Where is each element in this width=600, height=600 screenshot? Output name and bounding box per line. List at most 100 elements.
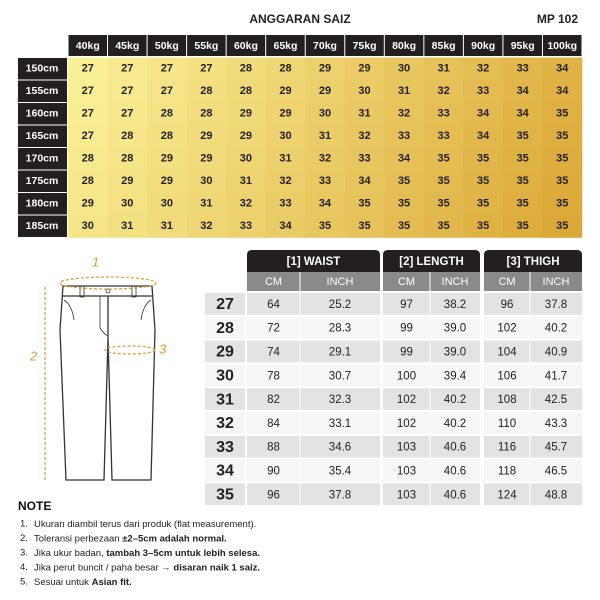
height-header: 175cm <box>26 175 59 187</box>
measure-cell <box>300 316 380 339</box>
size-value: 35 <box>398 175 410 187</box>
size-cell <box>463 147 504 171</box>
size-cell <box>344 57 385 81</box>
measure-value: 104 <box>497 347 517 359</box>
size-cell <box>147 147 187 171</box>
measure-cell <box>247 459 300 482</box>
size-cell <box>502 125 543 148</box>
size-cell <box>147 215 187 238</box>
size-value: 28 <box>240 63 252 75</box>
size-value: 29 <box>161 153 173 165</box>
size-cell <box>305 192 346 216</box>
size-value: 29 <box>200 153 212 165</box>
size-value: 32 <box>200 220 212 232</box>
size-cell <box>463 125 504 148</box>
measure-cell <box>430 459 480 482</box>
weight-header-cell <box>108 35 147 56</box>
measure-value: 102 <box>397 418 416 430</box>
size-value: 30 <box>82 220 94 232</box>
size-value: 34 <box>517 85 530 97</box>
measure-value: 102 <box>397 394 416 406</box>
size-cell <box>423 57 464 81</box>
size-cell <box>305 215 346 238</box>
size-value: 28 <box>279 63 291 75</box>
size-value: 32 <box>437 85 449 97</box>
measure-value: 33.1 <box>329 418 351 430</box>
measure-value: 82 <box>267 394 280 406</box>
size-cell <box>344 80 385 103</box>
size-cell <box>226 80 266 103</box>
size-cell <box>226 147 266 171</box>
size-value: 31 <box>319 130 331 142</box>
size-value: 35 <box>398 198 410 210</box>
product-code: MP 102 <box>537 12 578 26</box>
measure-value: 64 <box>267 299 280 311</box>
measure-value: 103 <box>397 442 416 454</box>
weight-header: 55kg <box>194 40 218 52</box>
note-part: Toleransi perbezaan <box>34 533 122 544</box>
measure-value: 41.7 <box>545 370 567 382</box>
measure-cell <box>300 412 380 434</box>
size-cell <box>542 102 583 126</box>
size-cell <box>384 80 425 103</box>
measure-value: 99 <box>400 347 413 359</box>
size-label-cell <box>205 483 245 506</box>
size-cell <box>226 102 266 126</box>
note-part: → disaran naik 1 saiz. <box>161 562 260 573</box>
measure-cell <box>530 293 582 315</box>
group-header-cell <box>484 250 582 272</box>
size-value: 28 <box>121 130 133 142</box>
measure-cell <box>430 483 480 506</box>
size-cell <box>147 80 187 103</box>
measure-cell <box>430 293 480 315</box>
measure-value: 90 <box>267 466 280 478</box>
size-cell <box>147 125 187 148</box>
measure-cell <box>430 316 480 339</box>
measure-cell <box>530 435 582 458</box>
size-cell <box>384 125 425 148</box>
size-cell <box>463 102 504 126</box>
size-cell <box>463 80 504 103</box>
size-value: 30 <box>121 198 133 210</box>
size-cell <box>502 102 543 126</box>
size-cell <box>542 125 583 148</box>
size-cell <box>384 102 425 126</box>
size-value: 33 <box>398 130 410 142</box>
size-cell <box>423 192 464 216</box>
notes-title: NOTE <box>18 499 51 513</box>
note-text: Ukuran diambil terus dari produk (flat m… <box>34 519 256 530</box>
measure-value: 40.2 <box>444 394 466 406</box>
size-value: 28 <box>121 153 133 165</box>
measure-cell <box>530 412 582 434</box>
size-cell <box>423 125 464 148</box>
weight-header: 60kg <box>234 40 258 52</box>
size-cell <box>107 215 148 238</box>
size-cell <box>107 125 148 148</box>
size-value: 35 <box>437 220 449 232</box>
size-value: 33 <box>437 130 449 142</box>
title: ANGGARAN SAIZ <box>249 12 350 26</box>
note-part: Jika perut buncit / paha besar <box>34 562 161 573</box>
unit-header: INCH <box>543 276 570 288</box>
group-header: [3] THIGH <box>506 256 559 268</box>
size-value: 28 <box>240 85 252 97</box>
size-label-cell <box>205 364 245 387</box>
size-cell <box>147 192 187 216</box>
measure-value: 29.1 <box>329 347 351 359</box>
group-header: [2] LENGTH <box>399 256 464 268</box>
size-label: 33 <box>216 439 234 456</box>
size-value: 33 <box>477 85 489 97</box>
size-cell <box>186 170 227 193</box>
measure-cell <box>247 316 300 339</box>
weight-header-cell <box>226 35 266 56</box>
size-value: 35 <box>398 220 410 232</box>
weight-header: 75kg <box>353 40 377 52</box>
measure-value: 118 <box>498 466 516 478</box>
measure-cell <box>484 483 530 506</box>
note-text: Jika ukur badan, tambah 3–5cm untuk lebi… <box>34 548 260 559</box>
size-cell <box>107 57 148 81</box>
unit-header-cell <box>530 272 582 291</box>
size-cell <box>542 147 583 171</box>
size-value: 27 <box>82 108 94 120</box>
